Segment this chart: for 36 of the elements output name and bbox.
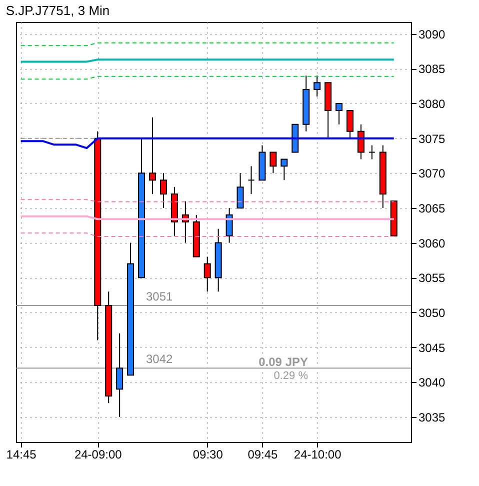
y-tick-label: 3065 bbox=[418, 201, 446, 216]
candlestick bbox=[116, 332, 124, 418]
y-tick-label: 3050 bbox=[418, 306, 446, 320]
candlestick bbox=[204, 256, 211, 292]
candlestick bbox=[236, 172, 244, 208]
candlestick bbox=[248, 166, 255, 195]
y-tick-label: 3040 bbox=[418, 376, 446, 390]
x-tick-label: 09:45 bbox=[248, 448, 278, 462]
y-tick-label: 3070 bbox=[418, 166, 446, 181]
candlestick bbox=[226, 207, 233, 244]
candlestick bbox=[357, 124, 364, 160]
x-tick-label: 24-09:00 bbox=[74, 448, 122, 462]
candlestick bbox=[160, 172, 167, 208]
candlestick bbox=[148, 116, 156, 195]
chart-title: S.JP.J7751, 3 Min bbox=[6, 3, 110, 18]
x-tick-label: 24-10:00 bbox=[294, 448, 342, 462]
annotation: 0.29 % bbox=[274, 370, 308, 382]
candlestick bbox=[280, 158, 288, 181]
candlestick bbox=[314, 75, 321, 98]
candlestick bbox=[368, 144, 376, 160]
x-tick-label: 09:30 bbox=[192, 448, 224, 462]
candlestick bbox=[346, 110, 354, 139]
candlestick bbox=[270, 152, 277, 174]
y-tick-label: 3090 bbox=[418, 27, 446, 42]
y-tick-label: 3075 bbox=[418, 132, 446, 146]
ref-line-label: 3051 bbox=[146, 289, 174, 304]
y-tick-label: 3045 bbox=[418, 340, 446, 355]
x-tick-label: 14:45 bbox=[6, 448, 37, 462]
ref-line-label: 3042 bbox=[146, 352, 174, 366]
y-tick-label: 3085 bbox=[418, 62, 446, 76]
annotation: 0.09 JPY bbox=[258, 355, 308, 369]
y-tick-label: 3055 bbox=[418, 271, 446, 286]
y-tick-label: 3080 bbox=[418, 96, 446, 111]
y-tick-label: 3035 bbox=[418, 410, 446, 424]
candlestick bbox=[336, 102, 343, 125]
y-tick-label: 3060 bbox=[418, 236, 446, 250]
